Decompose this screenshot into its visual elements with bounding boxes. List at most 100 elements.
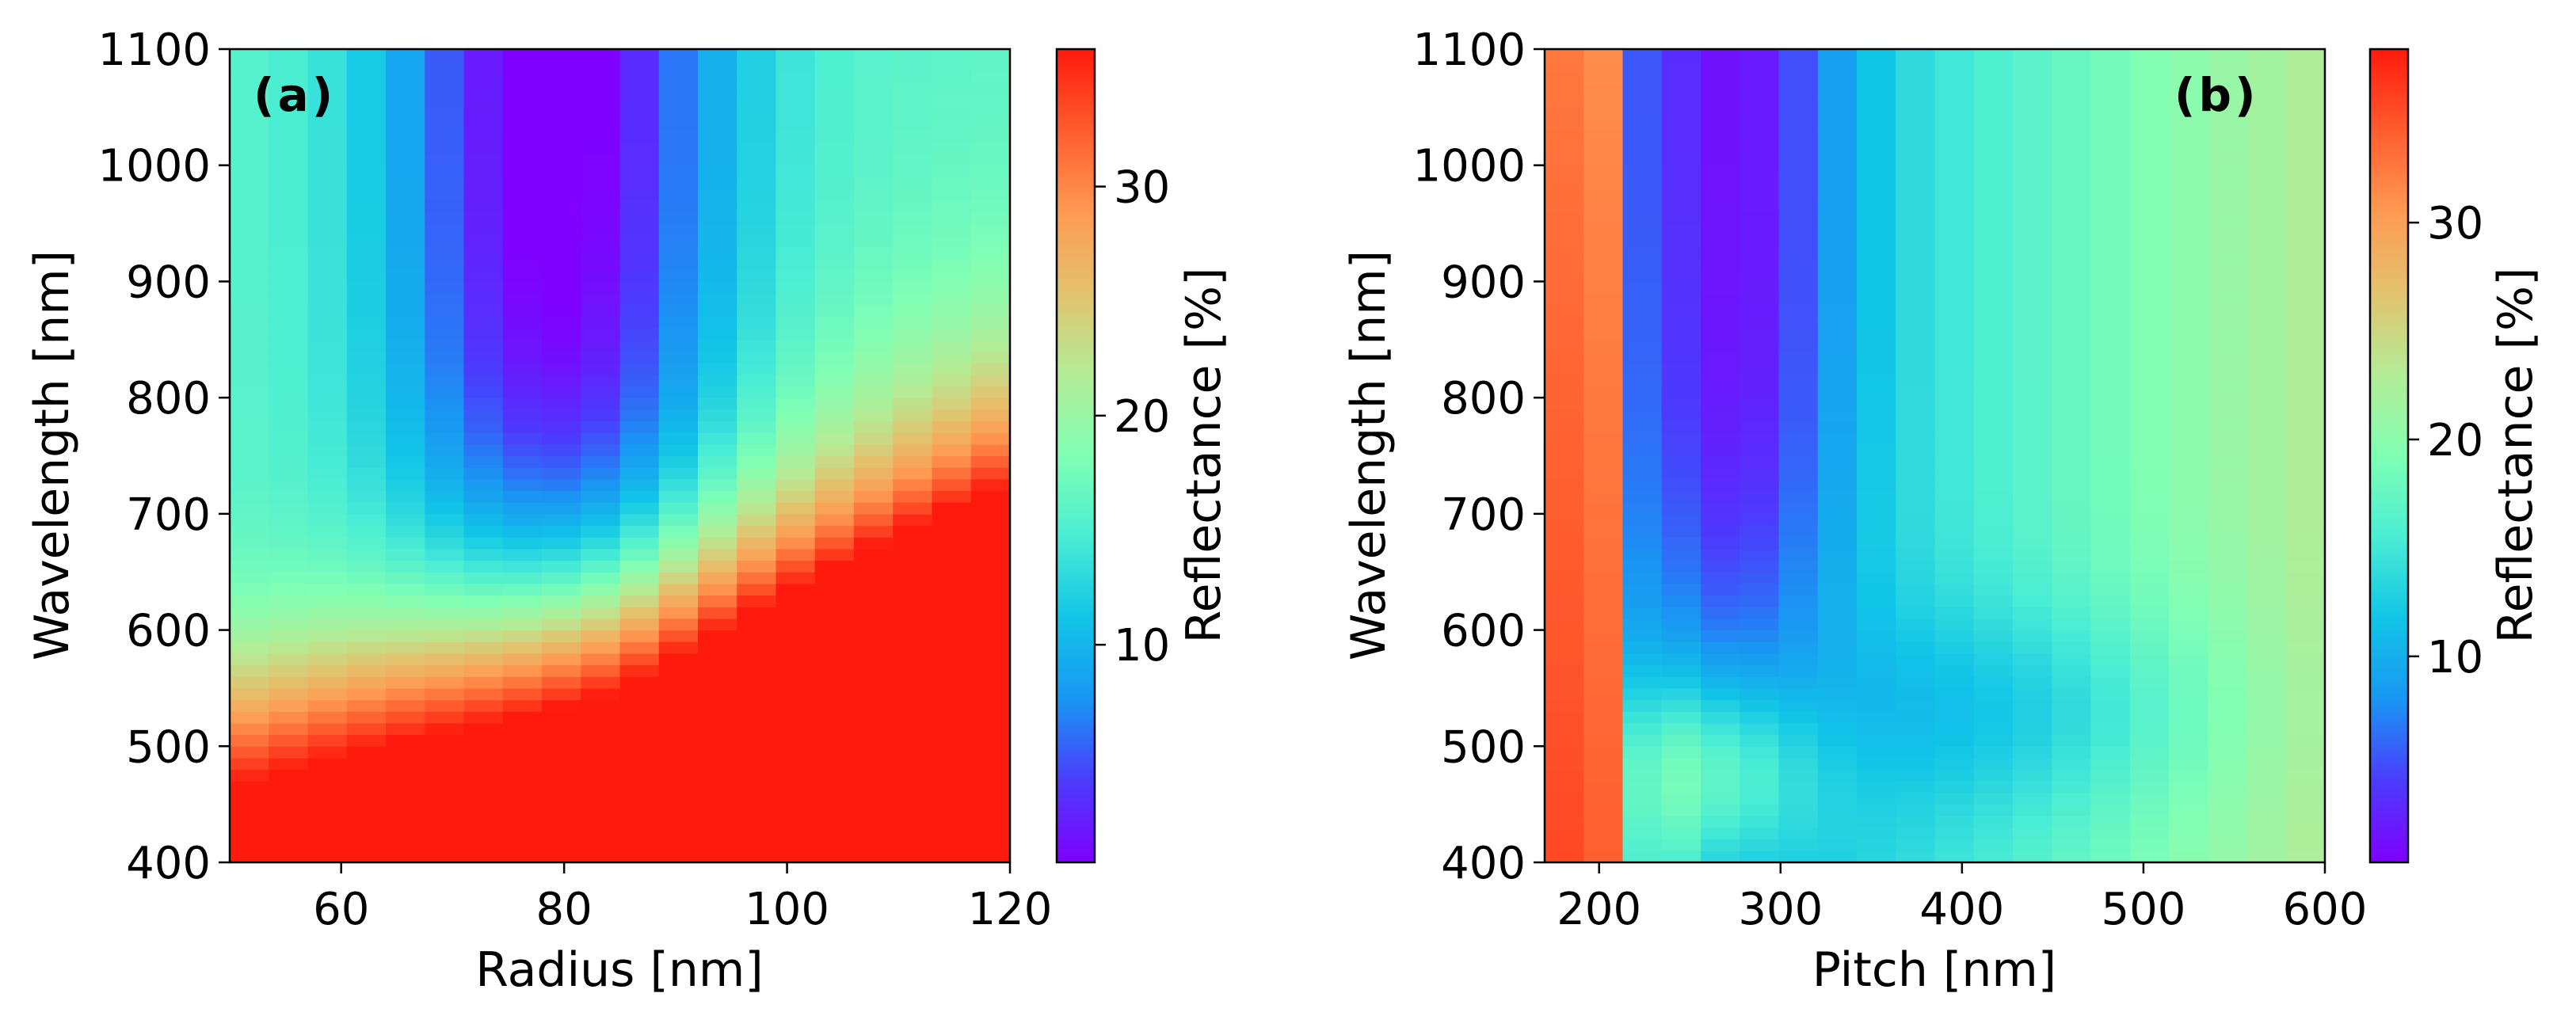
heatmap-cell <box>2208 154 2248 166</box>
heatmap-cell <box>2052 119 2092 131</box>
heatmap-cell <box>2285 269 2326 283</box>
heatmap-cell <box>2285 351 2326 363</box>
heatmap-cell <box>2013 595 2052 607</box>
heatmap-cell <box>854 804 894 816</box>
heatmap-cell <box>2208 374 2248 387</box>
heatmap-cell <box>1740 746 1780 759</box>
heatmap-cell <box>2285 478 2326 492</box>
heatmap-cell <box>619 653 660 666</box>
heatmap-cell <box>2246 850 2287 863</box>
heatmap-cell <box>307 664 348 677</box>
heatmap-cell <box>2013 455 2052 468</box>
heatmap-cell <box>814 409 855 422</box>
heatmap-cell <box>2208 757 2248 771</box>
heatmap-cell <box>386 234 425 248</box>
heatmap-cell <box>2169 676 2208 689</box>
heatmap-cell <box>1778 827 1819 840</box>
heatmap-cell <box>893 420 933 433</box>
heatmap-cell <box>2013 49 2052 62</box>
heatmap-cell <box>1701 711 1740 724</box>
heatmap-cell <box>346 420 387 433</box>
heatmap-cell <box>1934 374 1975 387</box>
heatmap-cell <box>1622 699 1663 712</box>
heatmap-cell <box>1934 687 1975 701</box>
heatmap-cell <box>1740 560 1780 573</box>
heatmap-cell <box>2090 630 2131 642</box>
heatmap-cell <box>893 339 933 352</box>
heatmap-cell <box>775 316 816 329</box>
heatmap-cell <box>2129 443 2170 457</box>
heatmap-cell <box>2208 432 2248 445</box>
heatmap-cell <box>2246 95 2287 108</box>
heatmap-cell <box>2285 443 2326 457</box>
heatmap-cell <box>775 618 816 631</box>
heatmap-cell <box>658 653 699 666</box>
heatmap-cell <box>854 746 894 759</box>
x-tick-label: 60 <box>313 884 369 935</box>
heatmap-cell <box>2013 258 2052 271</box>
heatmap-cell <box>2208 478 2248 492</box>
heatmap-cell <box>542 234 581 248</box>
heatmap-cell <box>1622 84 1663 97</box>
heatmap-cell <box>893 84 933 97</box>
heatmap-cell <box>658 641 699 654</box>
heatmap-cell <box>581 572 621 584</box>
heatmap-cell <box>581 630 621 642</box>
heatmap-cell <box>658 154 699 166</box>
heatmap-cell <box>425 607 465 619</box>
heatmap-cell <box>658 351 699 363</box>
heatmap-cell <box>1661 734 1701 747</box>
heatmap-cell <box>542 398 581 410</box>
heatmap-cell <box>1545 513 1584 527</box>
heatmap-cell <box>619 130 660 143</box>
heatmap-cell <box>307 130 348 143</box>
heatmap-cell <box>2052 455 2092 468</box>
heatmap-cell <box>269 223 309 236</box>
heatmap-cell <box>814 258 855 271</box>
heatmap-cell <box>1857 595 1896 607</box>
heatmap-cell <box>2052 595 2092 607</box>
heatmap-cell <box>698 548 737 561</box>
heatmap-cell <box>463 119 504 131</box>
heatmap-cell <box>269 409 309 422</box>
heatmap-cell <box>2129 432 2170 445</box>
heatmap-cell <box>346 769 387 782</box>
heatmap-cell <box>775 72 816 85</box>
heatmap-cell <box>2090 455 2131 468</box>
heatmap-cell <box>854 95 894 108</box>
heatmap-cell <box>1583 630 1624 642</box>
heatmap-cell <box>269 119 309 131</box>
heatmap-cell <box>269 455 309 468</box>
heatmap-cell <box>1545 687 1584 701</box>
heatmap-cell <box>1583 850 1624 863</box>
heatmap-cell <box>2208 328 2248 341</box>
heatmap-cell <box>1545 165 1584 177</box>
heatmap-cell <box>2129 839 2170 851</box>
heatmap-cell <box>1778 432 1819 445</box>
heatmap-cell <box>581 351 621 363</box>
heatmap-cell <box>658 781 699 793</box>
heatmap-cell <box>1583 293 1624 306</box>
heatmap-cell <box>2169 548 2208 561</box>
heatmap-cell <box>2169 398 2208 410</box>
heatmap-cell <box>230 583 269 596</box>
heatmap-cell <box>619 328 660 341</box>
heatmap-cell <box>970 339 1011 352</box>
heatmap-cell <box>542 154 581 166</box>
heatmap-cell <box>854 583 894 596</box>
heatmap-cell <box>2246 200 2287 212</box>
heatmap-cell <box>346 363 387 375</box>
heatmap-cell <box>619 281 660 294</box>
heatmap-cell <box>386 560 425 573</box>
heatmap-cell <box>1857 525 1896 538</box>
heatmap-cell <box>814 722 855 736</box>
heatmap-cell <box>307 467 348 480</box>
heatmap-cell <box>502 339 543 352</box>
heatmap-cell <box>1896 804 1936 816</box>
heatmap-cell <box>230 699 269 712</box>
heatmap-cell <box>1740 95 1780 108</box>
heatmap-cell <box>386 734 425 747</box>
heatmap-cell <box>1857 234 1896 248</box>
heatmap-cell <box>932 119 972 131</box>
heatmap-cell <box>230 630 269 642</box>
